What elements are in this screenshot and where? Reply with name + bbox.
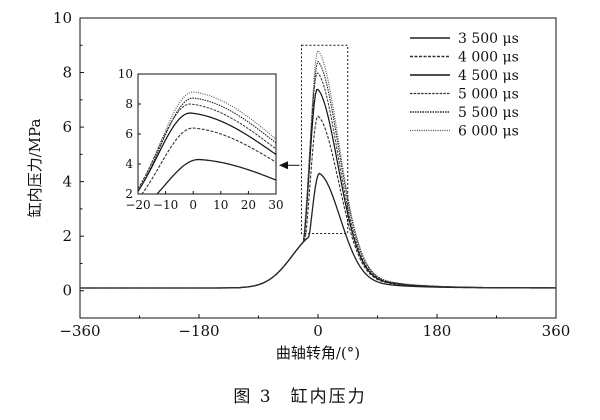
inset-y-tick-label: 4	[125, 157, 133, 171]
inset-x-tick-label: 30	[268, 198, 283, 212]
inset-y-tick-label: 2	[125, 187, 133, 201]
y-tick-label: 10	[53, 9, 72, 27]
inset-arrow-head	[279, 161, 288, 170]
inset-plot: −20 −10 0 10 20 30 2 4 6 8 10	[118, 67, 284, 212]
inset-series-line	[141, 127, 276, 194]
inset-x-tick-label: −10	[153, 198, 178, 212]
figure-number: 图 3	[233, 387, 273, 407]
x-tick-label: −180	[178, 322, 219, 340]
legend-label: 4 000 μs	[458, 50, 519, 66]
x-tick-label: 180	[423, 322, 452, 340]
y-tick-label: 0	[62, 282, 72, 300]
x-tick-label: −360	[59, 322, 100, 340]
inset-y-tick-label: 6	[125, 127, 133, 141]
legend-label: 5 000 μs	[458, 87, 519, 103]
legend: 3 500 μs 4 000 μs 4 500 μs 5 000 μs 5 500 μs…	[410, 31, 519, 140]
main-plot: −360 −180 0 180 360 0 2 4 6 8 10 曲轴转角/(°) 缸内压力/MPa	[26, 9, 570, 362]
inset-y-tick-label: 10	[118, 67, 133, 81]
legend-label: 4 500 μs	[458, 68, 519, 84]
legend-label: 6 000 μs	[458, 124, 519, 140]
inset-series-line	[138, 112, 276, 192]
inset-x-tick-label: 20	[241, 198, 256, 212]
figure-title: 缸内压力	[290, 387, 367, 407]
legend-label: 5 500 μs	[458, 105, 519, 121]
legend-label: 3 500 μs	[458, 31, 519, 47]
inset-series-line	[152, 158, 276, 194]
y-tick-label: 4	[62, 173, 72, 191]
y-tick-label: 2	[62, 227, 72, 245]
x-axis-label: 曲轴转角/(°)	[276, 344, 360, 362]
chart: −360 −180 0 180 360 0 2 4 6 8 10 曲轴转角/(°) 缸内压力/MPa −…	[26, 9, 570, 362]
inset-series-line	[138, 103, 276, 189]
inset-y-tick-label: 8	[125, 97, 133, 111]
inset-series-line	[138, 91, 276, 191]
inset-x-tick-label: 0	[189, 198, 197, 212]
x-tick-label: 0	[313, 322, 323, 340]
inset-series-group	[138, 91, 276, 194]
zoom-box	[300, 44, 349, 234]
series-line	[80, 60, 557, 289]
figure-caption: 图 3 缸内压力	[0, 382, 600, 407]
y-axis-label: 缸内压力/MPa	[26, 119, 44, 218]
x-tick-label: 360	[542, 322, 571, 340]
inset-x-tick-label: −20	[125, 198, 150, 212]
series-line	[80, 72, 556, 289]
y-tick-label: 8	[62, 64, 72, 82]
inset-x-tick-label: 10	[213, 198, 228, 212]
y-tick-label: 6	[62, 118, 72, 136]
